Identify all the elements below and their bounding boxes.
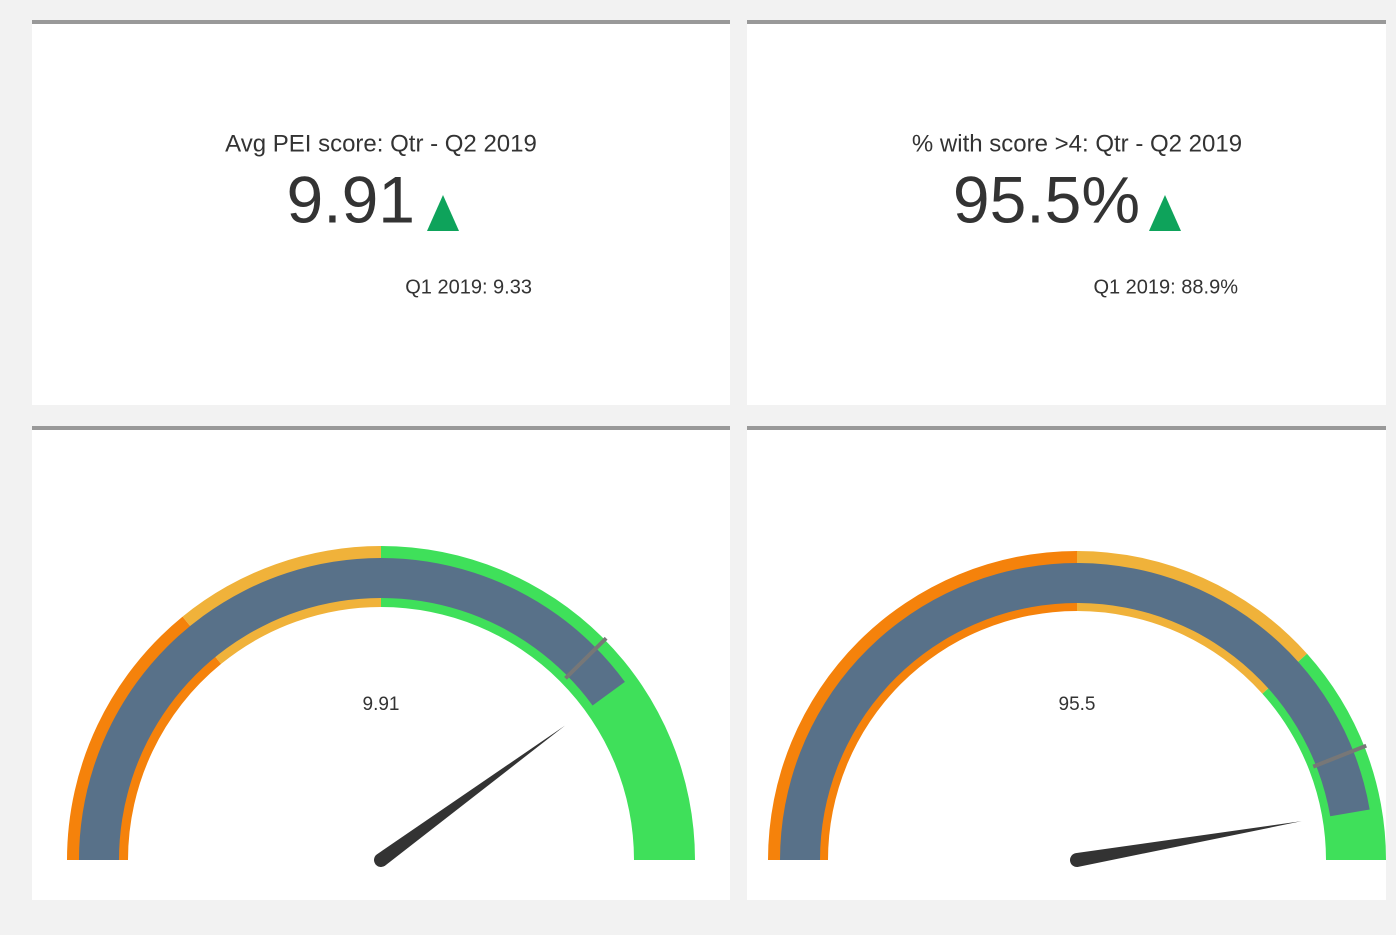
gauge: 95.5 [768,551,1386,867]
up-arrow [427,195,459,231]
gauge-target [1312,743,1367,769]
panel-border [32,426,730,430]
gauge-value-bar [79,557,625,860]
kpi-title: Avg PEI score: Qtr - Q2 2019 [225,130,537,157]
kpi-value: 95.5% [953,162,1140,236]
kpi-panel [32,20,730,405]
up-arrow [1149,195,1181,231]
gauge-needle [1070,821,1302,867]
panel-border [747,426,1386,430]
gauge-value-label: 9.91 [363,694,400,715]
gauge-value-bar [780,562,1370,860]
kpi-comparison: Q1 2019: 88.9% [1093,276,1238,298]
kpi-title: % with score >4: Qtr - Q2 2019 [912,130,1242,157]
gauge-needle [374,725,566,867]
kpi-comparison: Q1 2019: 9.33 [405,276,532,298]
panel-border [747,20,1386,24]
gauge: 9.91 [67,546,695,867]
kpi-value: 9.91 [287,162,415,236]
gauge-value-label: 95.5 [1059,694,1096,715]
gauge-target [564,636,608,680]
kpi-panel [747,20,1386,405]
panel-border [32,20,730,24]
